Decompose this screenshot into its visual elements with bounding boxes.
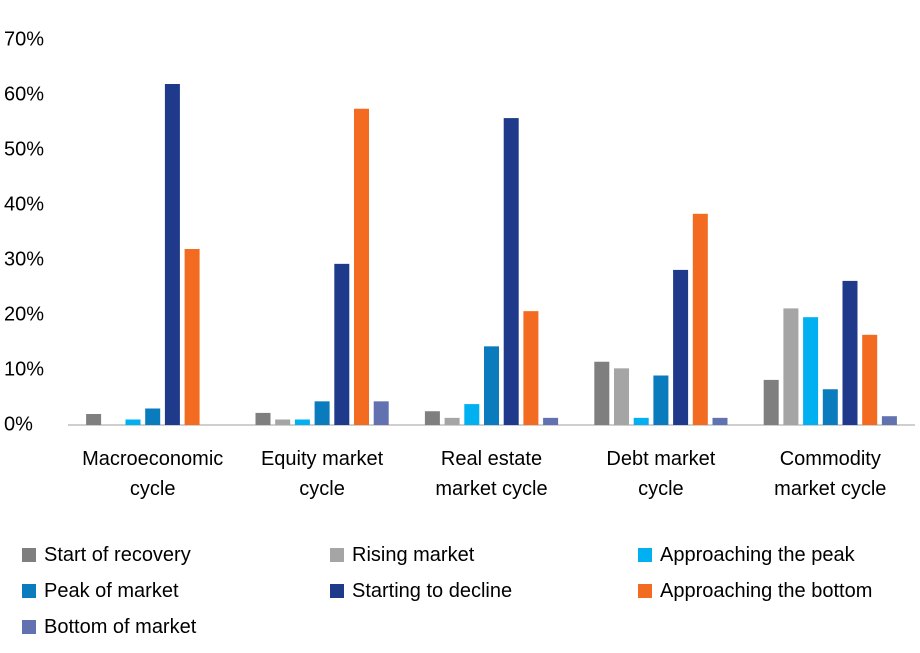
legend-item: Approaching the bottom [638,579,872,603]
bar [294,419,310,425]
bar [125,419,141,425]
bar [424,411,440,425]
bar [803,317,819,425]
legend-label: Approaching the peak [660,543,855,566]
bar [614,368,629,425]
bar [145,408,161,425]
legend-item: Approaching the peak [638,543,855,567]
legend-swatch [22,548,36,562]
bar [822,389,838,425]
x-tick-label: Real estate market cycle [435,448,548,500]
bar [763,379,779,425]
bar [692,213,708,425]
legend-item: Rising market [330,543,474,567]
legend-label: Start of recovery [44,543,191,566]
y-tick-label: 70% [4,28,44,50]
legend-item: Starting to decline [330,579,512,603]
legend-swatch [638,584,652,598]
bar [464,404,480,425]
bar [444,417,460,425]
bar [334,263,350,425]
bar [633,417,649,425]
legend-label: Starting to decline [352,579,513,602]
legend-label: Rising market [352,543,475,566]
y-tick-label: 20% [4,303,44,325]
bar [653,375,669,425]
x-tick-label: Debt market cycle [606,448,716,500]
legend-swatch [638,548,652,562]
bar [523,311,539,425]
bar [164,84,180,425]
bar [712,417,728,425]
y-tick-label: 10% [4,358,44,380]
bar [783,308,799,425]
x-tick-label: Commodity market cycle [774,448,887,500]
x-tick-label: Macroeconomic cycle [82,448,224,500]
bar [594,361,610,425]
y-tick-label: 40% [4,193,44,215]
legend-item: Peak of market [22,579,179,603]
legend-label: Approaching the bottom [660,579,873,602]
bar [862,334,878,425]
bar [543,417,559,425]
y-tick-label: 60% [4,83,44,105]
bar [86,414,102,425]
y-tick-label: 30% [4,248,44,270]
bar [275,419,291,425]
legend-item: Start of recovery [22,543,191,567]
bar [484,346,499,425]
x-tick-label: Equity market cycle [260,448,384,500]
legend-swatch [22,584,36,598]
legend-label: Peak of market [44,579,179,602]
bar [842,280,858,425]
y-tick-label: 0% [4,413,33,435]
bar [373,401,389,425]
y-tick-label: 50% [4,138,44,160]
legend-swatch [330,548,344,562]
legend-swatch [22,620,36,634]
legend-item: Bottom of market [22,615,196,639]
bar [881,416,897,425]
bar [354,108,369,425]
bar [314,401,330,425]
legend-swatch [330,584,344,598]
bar [503,118,519,425]
legend-label: Bottom of market [44,615,197,638]
bar [184,249,200,425]
bar [255,412,271,425]
bar [673,269,689,425]
